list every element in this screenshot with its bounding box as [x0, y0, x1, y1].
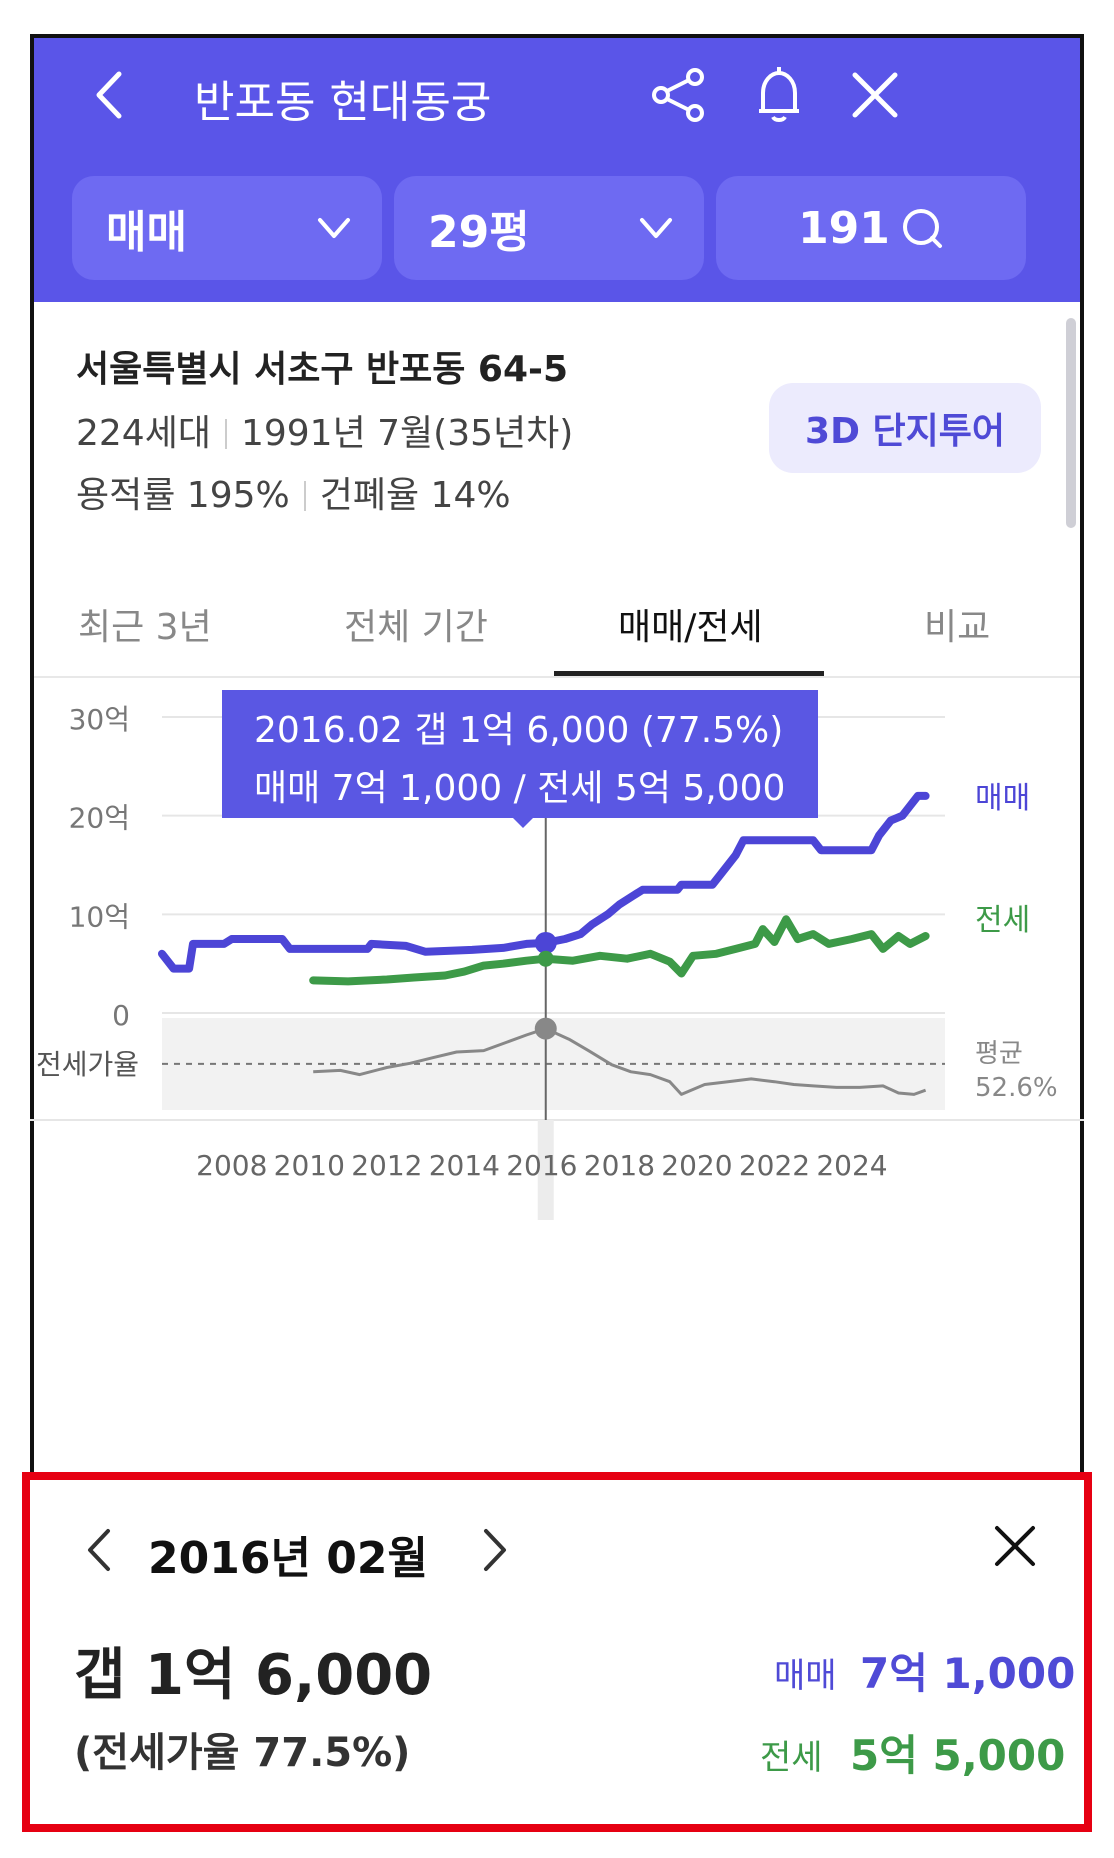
jeonse-value: 5억 5,000 [850, 1731, 1066, 1780]
x-tick-label: 2020 [661, 1149, 732, 1182]
tooltip-line-1: 2016.02 갭 1억 6,000 (77.5%) [254, 710, 784, 751]
bell-icon[interactable] [744, 60, 814, 130]
share-icon[interactable] [644, 60, 714, 130]
y-tick-label: 30억 [69, 703, 130, 736]
scrollbar[interactable] [1066, 318, 1076, 528]
tab-all-period[interactable]: 전체 기간 [344, 607, 488, 648]
trade-type-select[interactable]: 매매 [72, 176, 382, 280]
chevron-down-icon [640, 218, 672, 238]
sale-label: 매매 [774, 1656, 837, 1696]
size-label: 29평 [428, 207, 530, 258]
sale-series-label: 매매 [975, 781, 1030, 816]
ratio-average-value: 52.6% [975, 1073, 1058, 1103]
trade-type-label: 매매 [106, 207, 187, 258]
x-tick-label: 2022 [739, 1149, 810, 1182]
x-tick-label: 2016 [506, 1149, 577, 1182]
close-icon[interactable] [840, 60, 910, 130]
jeonse-label: 전세 [760, 1738, 823, 1778]
x-tick-label: 2012 [351, 1149, 422, 1182]
sale-point [534, 931, 557, 954]
selected-period: 2016년 02월 [148, 1533, 428, 1584]
ratio-average-label: 평균 [975, 1039, 1023, 1069]
tooltip-line-2: 매매 7억 1,000 / 전세 5억 5,000 [254, 768, 786, 809]
ratio-line [313, 1027, 927, 1096]
sale-series-line [158, 791, 930, 973]
divider [303, 481, 306, 511]
tab-sale-jeonse[interactable]: 매매/전세 [618, 607, 763, 648]
jeonse-series-line [309, 915, 930, 986]
next-month-icon[interactable] [470, 1520, 520, 1580]
jeonse-point [537, 950, 554, 967]
chart-tooltip: 2016.02 갭 1억 6,000 (77.5%) 매매 7억 1,000 /… [222, 690, 818, 818]
floor-area-ratio: 용적률 195% [76, 475, 290, 516]
back-icon[interactable] [74, 60, 144, 130]
y-tick-label: 0 [112, 999, 130, 1032]
app-header: 반포동 현대동궁 매매 29평 [34, 38, 1080, 302]
jeonse-series-label: 전세 [975, 903, 1030, 938]
comments-button[interactable]: 191 [716, 176, 1026, 280]
x-tick-label: 2010 [274, 1149, 345, 1182]
x-tick-label: 2018 [584, 1149, 655, 1182]
close-panel-icon[interactable] [990, 1516, 1040, 1576]
size-select[interactable]: 29평 [394, 176, 704, 280]
ratio-axis-label: 전세가율 [36, 1048, 139, 1081]
built-date: 1991년 7월(35년차) [240, 413, 574, 454]
y-tick-label: 20억 [69, 802, 130, 835]
detail-panel: 2016년 02월 갭 1억 6,000 (전세가율 77.5%) 매매 7억 … [22, 1472, 1092, 1832]
jeonse-ratio: (전세가율 77.5%) [74, 1730, 411, 1776]
x-tick-label: 2024 [816, 1149, 887, 1182]
comment-icon [902, 209, 942, 248]
tooltip-pointer [513, 818, 533, 828]
gap-value: 갭 1억 6,000 [74, 1643, 433, 1708]
page-title: 반포동 현대동궁 [194, 77, 492, 128]
chevron-down-icon [318, 218, 350, 238]
address: 서울특별시 서초구 반포동 64-5 [76, 349, 569, 390]
active-tab-indicator [554, 671, 824, 676]
comments-count: 191 [798, 202, 890, 254]
divider [224, 419, 227, 449]
tab-recent-3y[interactable]: 최근 3년 [78, 607, 212, 648]
households: 224세대 [76, 413, 211, 454]
ratio-point [534, 1017, 557, 1040]
building-coverage-ratio: 건폐율 14% [319, 475, 511, 516]
selection-handle [537, 1120, 554, 1220]
tab-compare[interactable]: 비교 [924, 607, 991, 648]
x-tick-label: 2014 [429, 1149, 500, 1182]
y-tick-label: 10억 [69, 900, 130, 933]
app-frame: 반포동 현대동궁 매매 29평 [30, 34, 1084, 1474]
prev-month-icon[interactable] [74, 1520, 124, 1580]
building-meta: 224세대 1991년 7월(35년차) [76, 404, 573, 456]
sale-value: 7억 1,000 [860, 1649, 1076, 1698]
x-tick-label: 2008 [196, 1149, 267, 1182]
building-ratios: 용적률 195% 건폐율 14% [76, 466, 511, 518]
3d-tour-button[interactable]: 3D 단지투어 [769, 383, 1041, 473]
tabs-divider [34, 676, 1080, 678]
